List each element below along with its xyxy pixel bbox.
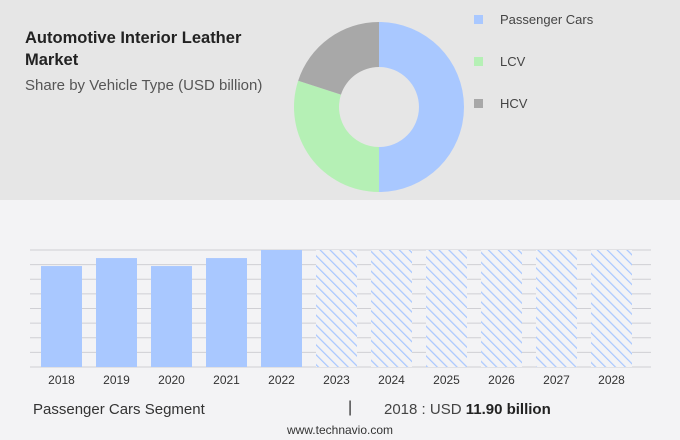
forecast-bar [316, 250, 357, 367]
bar [151, 266, 192, 367]
x-tick-label: 2028 [598, 373, 625, 387]
forecast-bar [591, 250, 632, 367]
legend-item: HCV [474, 96, 527, 111]
forecast-bar [481, 250, 522, 367]
legend-item: Passenger Cars [474, 12, 593, 27]
x-tick-label: 2021 [213, 373, 240, 387]
chart-subtitle: Share by Vehicle Type (USD billion) [25, 77, 263, 94]
bar [96, 258, 137, 367]
bar [206, 258, 247, 367]
bar [41, 266, 82, 367]
pie-slice [294, 80, 379, 192]
forecast-bar [536, 250, 577, 367]
x-tick-label: 2020 [158, 373, 185, 387]
x-tick-label: 2025 [433, 373, 460, 387]
x-tick-label: 2022 [268, 373, 295, 387]
pie-slice [298, 22, 379, 95]
forecast-bar [426, 250, 467, 367]
x-tick-label: 2023 [323, 373, 350, 387]
x-tick-label: 2027 [543, 373, 570, 387]
segment-label: Passenger Cars Segment [33, 401, 205, 418]
bar [261, 250, 302, 367]
site-url: www.technavio.com [286, 423, 394, 437]
x-tick-label: 2019 [103, 373, 130, 387]
forecast-bar [371, 250, 412, 367]
chart-title: Automotive Interior Leather Market [25, 29, 242, 69]
segment-value: 2018 : USD 11.90 billion [384, 401, 551, 418]
legend-item: LCV [474, 54, 525, 69]
x-tick-label: 2018 [48, 373, 75, 387]
x-tick-label: 2026 [488, 373, 515, 387]
x-tick-label: 2024 [378, 373, 405, 387]
pie-slice [379, 22, 464, 192]
separator: | [348, 399, 353, 416]
